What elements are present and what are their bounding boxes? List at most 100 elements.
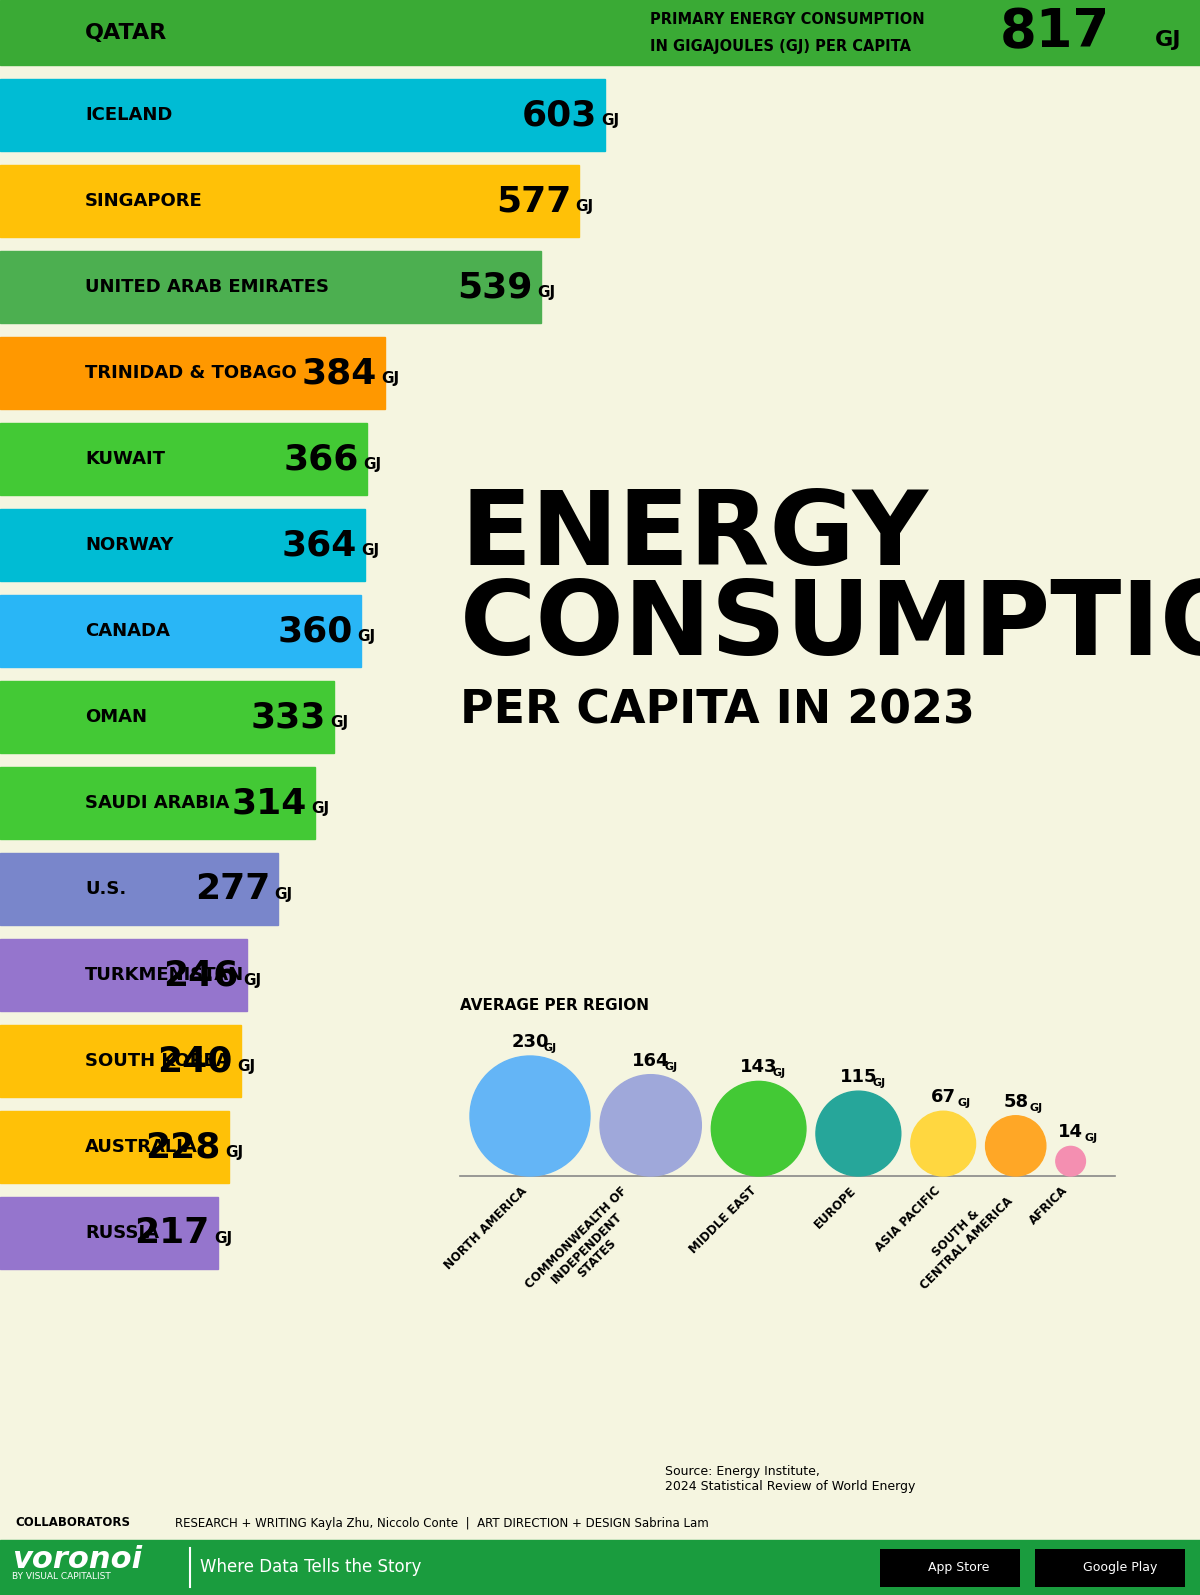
Text: COLLABORATORS: COLLABORATORS: [14, 1517, 130, 1530]
Text: COMMONWEALTH OF
INDEPENDENT
STATES: COMMONWEALTH OF INDEPENDENT STATES: [523, 1183, 650, 1313]
Text: SAUDI ARABIA: SAUDI ARABIA: [85, 794, 229, 812]
Text: QATAR: QATAR: [85, 22, 167, 43]
Text: 384: 384: [302, 356, 378, 391]
Text: 364: 364: [282, 528, 358, 561]
Text: 539: 539: [457, 270, 533, 305]
Text: NORWAY: NORWAY: [85, 536, 173, 553]
Text: 115: 115: [840, 1069, 877, 1086]
Bar: [0, 1026, 241, 1097]
Text: GJ: GJ: [773, 1069, 786, 1078]
Text: 58: 58: [1003, 1093, 1028, 1110]
Text: GJ: GJ: [536, 286, 556, 300]
Text: GJ: GJ: [575, 199, 593, 214]
Text: GJ: GJ: [601, 113, 619, 129]
Bar: [0, 767, 316, 839]
Text: AFRICA: AFRICA: [1027, 1183, 1070, 1228]
Bar: [0, 80, 605, 152]
Text: 230: 230: [511, 1034, 548, 1051]
Bar: [0, 509, 365, 581]
Text: Google Play: Google Play: [1075, 1562, 1157, 1574]
Text: App Store: App Store: [920, 1562, 989, 1574]
Bar: [0, 853, 278, 925]
Text: GJ: GJ: [1085, 1134, 1098, 1144]
Text: Source: Energy Institute,
2024 Statistical Review of World Energy: Source: Energy Institute, 2024 Statistic…: [665, 1464, 916, 1493]
Text: GJ: GJ: [330, 716, 348, 731]
Text: GJ: GJ: [364, 458, 382, 472]
Text: 817: 817: [1000, 6, 1110, 59]
Text: 277: 277: [194, 872, 270, 906]
Text: IN GIGAJOULES (GJ) PER CAPITA: IN GIGAJOULES (GJ) PER CAPITA: [650, 40, 911, 54]
Text: 228: 228: [145, 1129, 221, 1164]
Text: 217: 217: [134, 1215, 210, 1250]
Bar: [0, 1112, 229, 1183]
Text: 314: 314: [232, 786, 307, 820]
Text: NORTH AMERICA: NORTH AMERICA: [443, 1183, 530, 1271]
Circle shape: [712, 1081, 806, 1176]
Circle shape: [816, 1091, 901, 1176]
Circle shape: [911, 1112, 976, 1176]
Text: AVERAGE PER REGION: AVERAGE PER REGION: [460, 998, 649, 1013]
Text: ASIA PACIFIC: ASIA PACIFIC: [874, 1183, 943, 1254]
Text: RESEARCH + WRITING Kayla Zhu, Niccolo Conte  |  ART DIRECTION + DESIGN Sabrina L: RESEARCH + WRITING Kayla Zhu, Niccolo Co…: [175, 1517, 709, 1530]
Text: GJ: GJ: [311, 802, 329, 817]
Text: PER CAPITA IN 2023: PER CAPITA IN 2023: [460, 689, 974, 734]
Bar: [0, 939, 247, 1011]
Text: 333: 333: [251, 700, 326, 734]
Text: SINGAPORE: SINGAPORE: [85, 191, 203, 211]
Bar: [0, 250, 541, 324]
Bar: [0, 1196, 217, 1270]
Text: TURKMENISTAN: TURKMENISTAN: [85, 967, 244, 984]
Text: 577: 577: [496, 183, 571, 219]
Circle shape: [1056, 1147, 1086, 1176]
Bar: [1034, 1549, 1186, 1587]
Circle shape: [470, 1056, 590, 1176]
Text: 67: 67: [931, 1088, 955, 1107]
Text: GJ: GJ: [274, 887, 292, 903]
Text: SOUTH KOREA: SOUTH KOREA: [85, 1053, 229, 1070]
Bar: [0, 164, 580, 238]
Bar: [0, 1541, 1200, 1595]
Text: voronoi: voronoi: [12, 1546, 142, 1574]
Text: GJ: GJ: [544, 1043, 557, 1053]
Text: 360: 360: [278, 614, 353, 648]
Text: Where Data Tells the Story: Where Data Tells the Story: [200, 1558, 421, 1576]
Text: GJ: GJ: [958, 1099, 971, 1109]
Text: GJ: GJ: [665, 1062, 678, 1072]
Text: GJ: GJ: [224, 1145, 242, 1161]
Text: GJ: GJ: [361, 544, 379, 558]
Text: RUSSIA: RUSSIA: [85, 1223, 158, 1243]
Text: GJ: GJ: [872, 1078, 886, 1088]
Text: U.S.: U.S.: [85, 880, 126, 898]
Text: AUSTRALIA: AUSTRALIA: [85, 1137, 198, 1156]
Text: OMAN: OMAN: [85, 708, 148, 726]
Text: UNITED ARAB EMIRATES: UNITED ARAB EMIRATES: [85, 278, 329, 297]
Circle shape: [600, 1075, 701, 1176]
Text: CONSUMPTION: CONSUMPTION: [460, 576, 1200, 676]
Text: 14: 14: [1058, 1123, 1084, 1142]
Text: TRINIDAD & TOBAGO: TRINIDAD & TOBAGO: [85, 364, 296, 381]
Bar: [0, 595, 361, 667]
Bar: [0, 337, 385, 408]
Circle shape: [985, 1116, 1046, 1176]
Text: 366: 366: [284, 442, 359, 475]
Bar: [0, 681, 335, 753]
Text: GJ: GJ: [1030, 1102, 1043, 1113]
Text: SOUTH &
CENTRAL AMERICA: SOUTH & CENTRAL AMERICA: [907, 1183, 1015, 1292]
Text: BY VISUAL CAPITALIST: BY VISUAL CAPITALIST: [12, 1573, 110, 1581]
Text: GJ: GJ: [214, 1231, 232, 1247]
Text: GJ: GJ: [382, 372, 400, 386]
Text: ENERGY: ENERGY: [460, 485, 928, 587]
Text: GJ: GJ: [242, 973, 262, 989]
Text: KUWAIT: KUWAIT: [85, 450, 166, 467]
Text: GJ: GJ: [358, 630, 376, 644]
Bar: [0, 0, 1200, 65]
Text: 143: 143: [740, 1059, 778, 1077]
Bar: [0, 423, 367, 494]
Text: EUROPE: EUROPE: [811, 1183, 858, 1231]
Text: ICELAND: ICELAND: [85, 105, 173, 124]
Text: 603: 603: [522, 97, 598, 132]
Text: GJ: GJ: [236, 1059, 256, 1075]
Text: GJ: GJ: [1154, 30, 1182, 51]
Text: 246: 246: [163, 959, 239, 992]
Text: CANADA: CANADA: [85, 622, 170, 640]
